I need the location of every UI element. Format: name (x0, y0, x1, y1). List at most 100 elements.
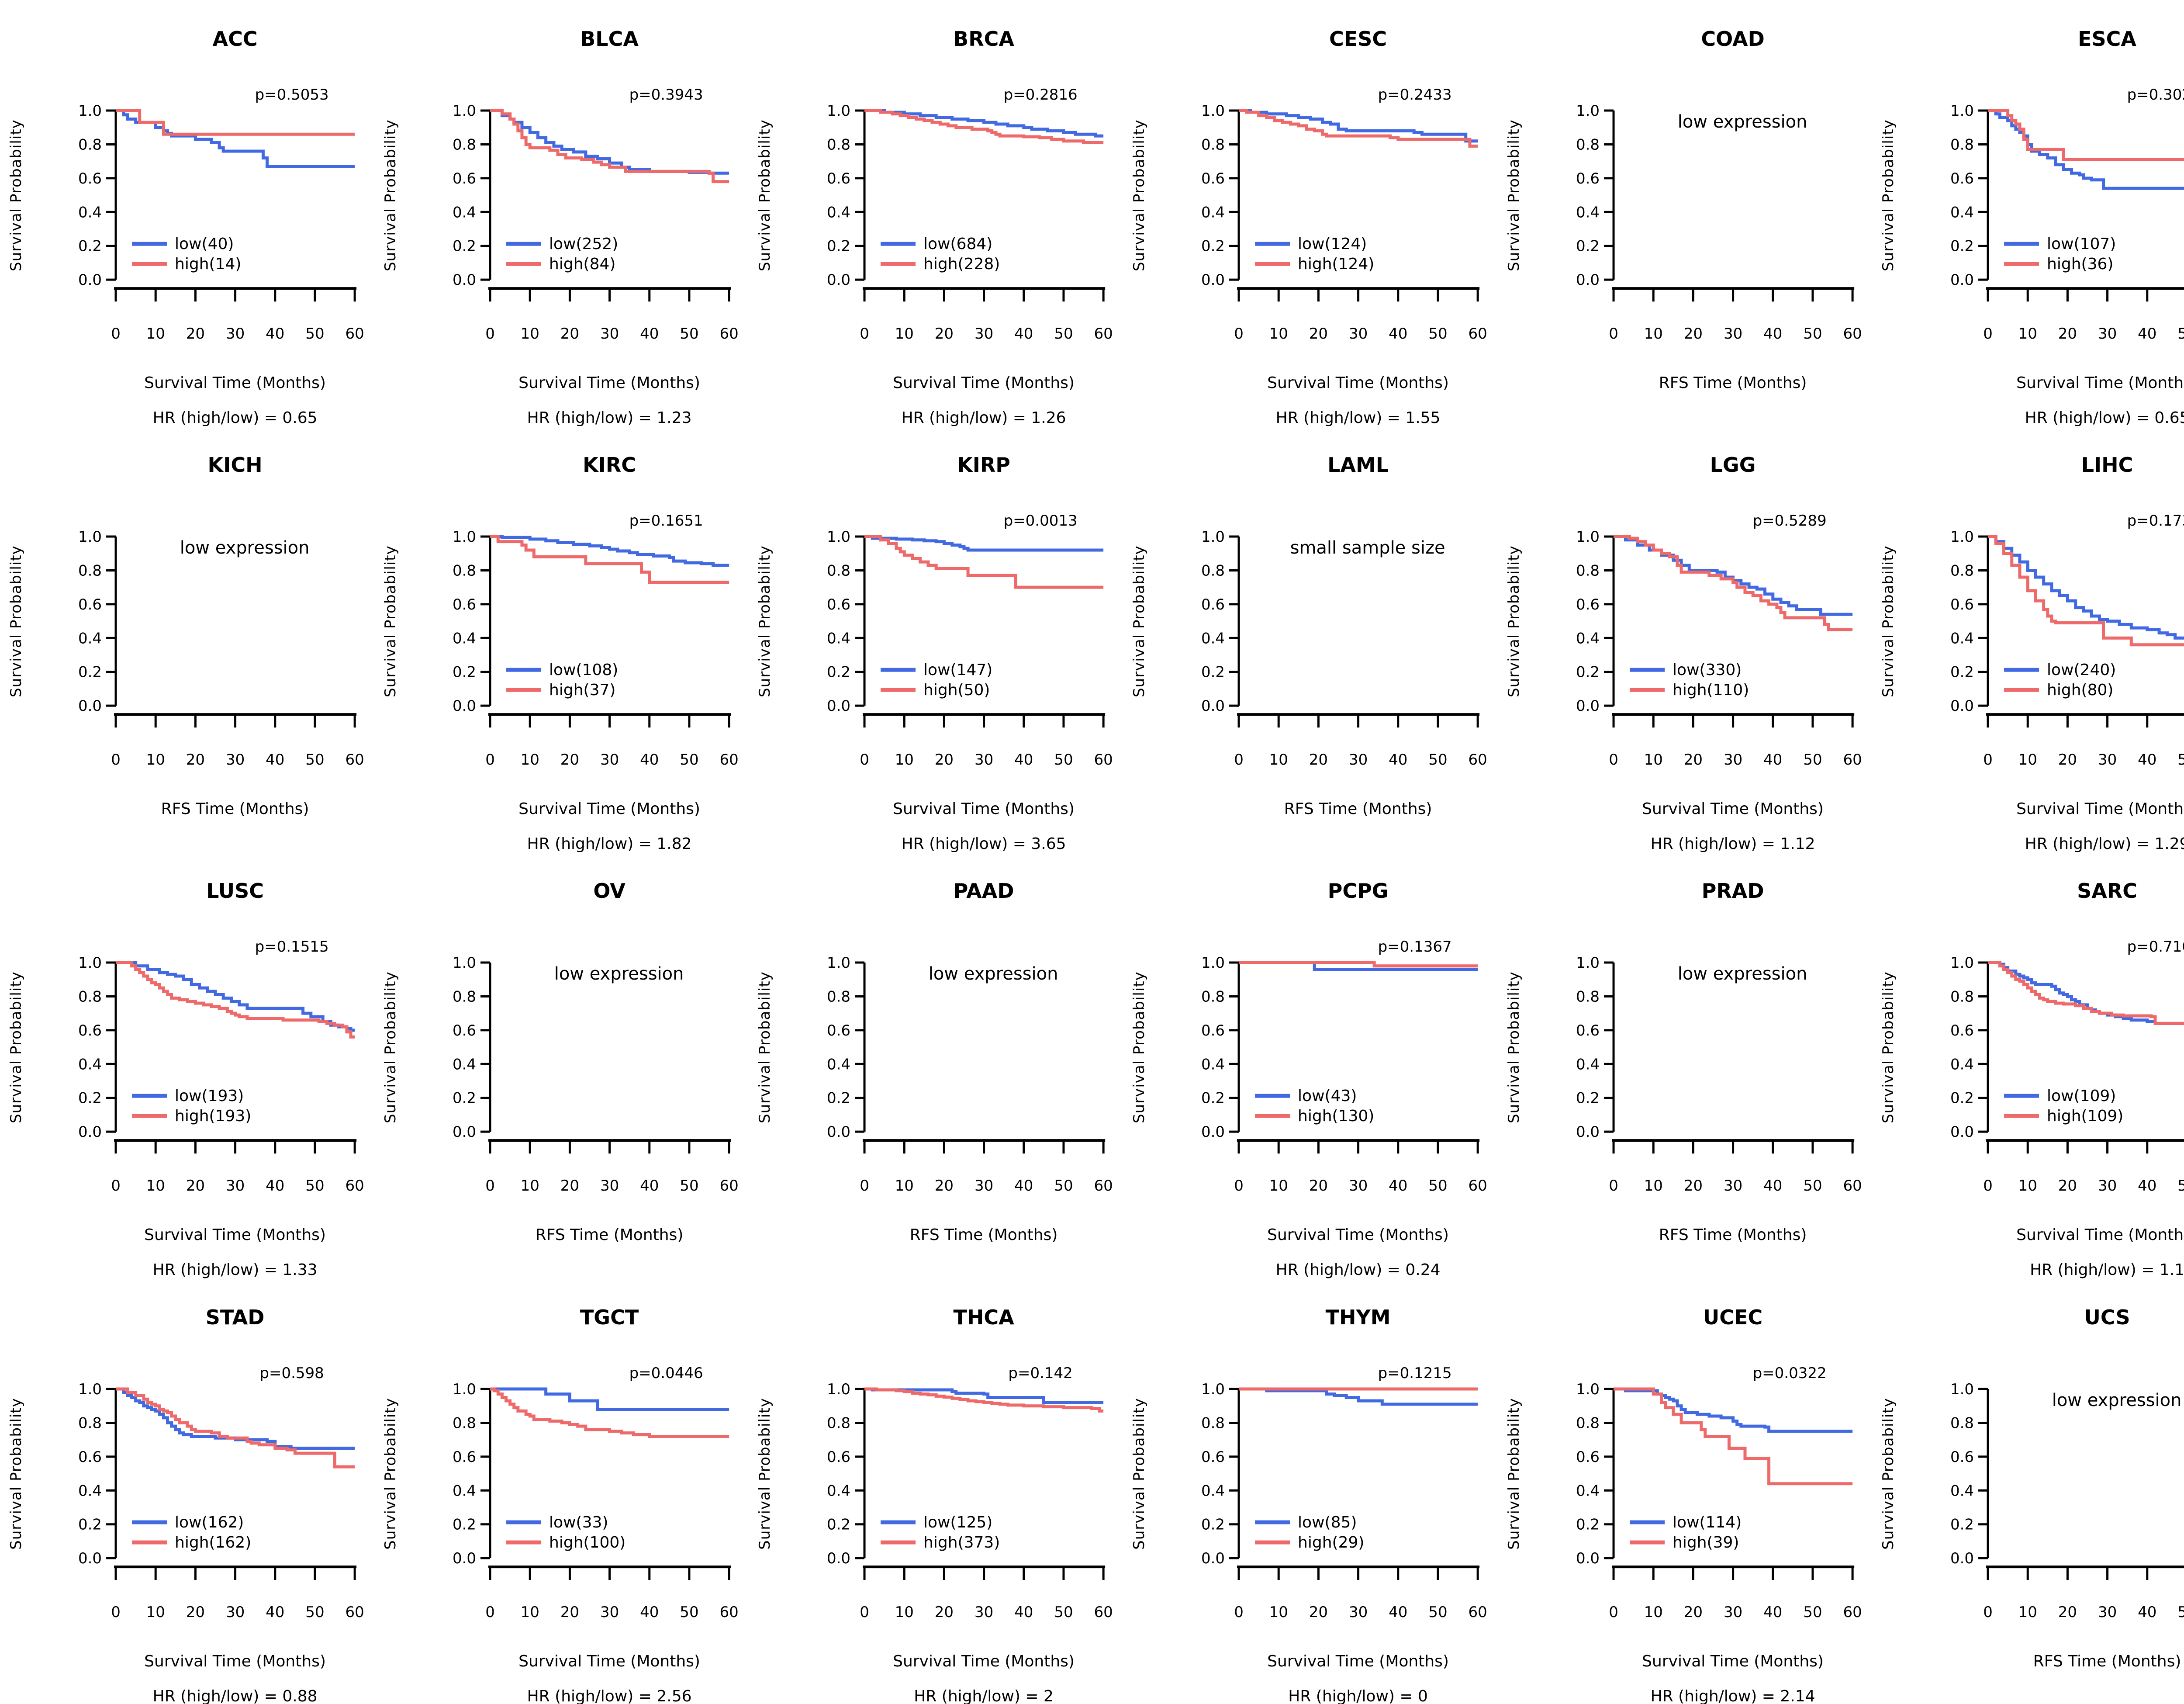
y-tick-label: 0.8 (827, 988, 850, 1006)
p-value-label: p=0.598 (259, 1365, 324, 1382)
legend-low-label: low(193) (175, 1087, 244, 1105)
km-plot-pcpg: PCPG 0.0 0.2 0.4 0.6 0.8 1.0 Survival Probabili… (1130, 879, 1487, 1278)
y-tick-label: 0.4 (827, 204, 850, 221)
y-tick-label: 0.0 (453, 697, 476, 715)
y-tick-label: 0.4 (78, 1482, 102, 1500)
y-tick-label: 0.8 (1950, 988, 1974, 1006)
km-curve-low (1239, 1387, 1478, 1406)
x-axis-title: Survival Time (Months) (1268, 374, 1449, 392)
km-plot-kirp: KIRP 0.0 0.2 0.4 0.6 0.8 1.0 Survival Probabili… (756, 453, 1113, 852)
y-tick-label: 0.4 (1201, 204, 1225, 221)
km-curve-low (116, 109, 355, 168)
x-tick-label: 50 (1054, 751, 1073, 769)
y-axis-title: Survival Probability (1505, 545, 1523, 697)
km-curve-high (490, 109, 729, 184)
y-tick-label: 0.0 (453, 1123, 476, 1141)
empty-panel-note: low expression (554, 964, 684, 984)
p-value-label: p=0.7106 (2127, 938, 2184, 956)
hr-label: HR (high/low) = 2 (914, 1687, 1054, 1704)
panel-title: STAD (206, 1306, 265, 1329)
x-axis-title: Survival Time (Months) (518, 1652, 700, 1670)
km-curve-high (116, 1387, 355, 1468)
km-curve-high (1987, 535, 2184, 647)
legend-low-label: low(330) (1673, 661, 1742, 679)
legend-low-label: low(107) (2047, 235, 2116, 253)
x-tick-label: 50 (680, 325, 698, 343)
x-tick-label: 10 (521, 751, 539, 769)
x-tick-label: 50 (1054, 325, 1073, 343)
km-plot-kirc: KIRC 0.0 0.2 0.4 0.6 0.8 1.0 Survival Probabili… (382, 453, 739, 852)
y-tick-label: 0.4 (1576, 1056, 1600, 1074)
x-tick-label: 20 (560, 325, 579, 343)
y-tick-label: 0.6 (1576, 596, 1600, 613)
km-plot-blca: BLCA 0.0 0.2 0.4 0.6 0.8 1.0 Survival Probabili… (382, 27, 739, 426)
legend-high-label: high(84) (549, 255, 615, 273)
km-panel-sarc: SARC 0.0 0.2 0.4 0.6 0.8 1.0 Survival Probabili… (1872, 852, 2184, 1278)
km-plot-lgg: LGG 0.0 0.2 0.4 0.6 0.8 1.0 Survival Probabilit… (1505, 453, 1862, 852)
y-tick-label: 0.6 (1201, 1022, 1225, 1039)
x-axis-title: Survival Time (Months) (144, 1652, 326, 1670)
km-panel-ov: OV 0.0 0.2 0.4 0.6 0.8 1.0 Survival Probability… (374, 852, 749, 1278)
km-panel-tgct: TGCT 0.0 0.2 0.4 0.6 0.8 1.0 Survival Probabili… (374, 1278, 749, 1704)
y-tick-label: 0.6 (78, 1448, 102, 1465)
km-curve-high (1987, 109, 2184, 161)
x-axis-title: RFS Time (Months) (161, 800, 309, 818)
x-axis-title: Survival Time (Months) (893, 1652, 1075, 1670)
x-tick-label: 30 (226, 1604, 245, 1621)
y-tick-label: 0.8 (1576, 988, 1600, 1006)
km-plot-coad: COAD 0.0 0.2 0.4 0.6 0.8 1.0 Survival Probabili… (1505, 27, 1862, 392)
y-tick-label: 0.0 (827, 1550, 850, 1567)
panel-title: UCS (2084, 1306, 2130, 1329)
y-tick-label: 0.0 (78, 697, 102, 715)
legend-high-label: high(373) (923, 1534, 1000, 1552)
panel-title: LGG (1710, 453, 1755, 477)
x-tick-label: 60 (346, 325, 364, 343)
y-tick-label: 0.8 (1950, 562, 1974, 580)
x-tick-label: 40 (640, 325, 659, 343)
y-tick-label: 1.0 (1576, 102, 1600, 120)
y-tick-label: 0.8 (453, 988, 476, 1006)
legend-high-label: high(228) (923, 255, 1000, 273)
panel-title: ESCA (2078, 27, 2136, 51)
y-tick-label: 0.4 (1576, 630, 1600, 647)
empty-panel-note: small sample size (1290, 538, 1445, 558)
x-tick-label: 0 (860, 325, 870, 343)
x-tick-label: 40 (1014, 751, 1033, 769)
hr-label: HR (high/low) = 1.55 (1276, 409, 1441, 426)
y-tick-label: 0.2 (1950, 1516, 1974, 1533)
legend-high-label: high(110) (1673, 681, 1749, 699)
x-tick-label: 30 (2098, 1604, 2117, 1621)
legend-high-label: high(29) (1298, 1534, 1364, 1552)
x-tick-label: 0 (485, 1177, 495, 1195)
y-axis-title: Survival Probability (756, 119, 774, 271)
panel-title: PCPG (1328, 879, 1389, 903)
x-tick-label: 40 (1763, 1177, 1782, 1195)
km-plot-cesc: CESC 0.0 0.2 0.4 0.6 0.8 1.0 Survival Probabili… (1130, 27, 1487, 426)
x-tick-label: 40 (1014, 1604, 1033, 1621)
panel-title: TGCT (580, 1306, 639, 1329)
y-tick-label: 0.2 (1950, 238, 1974, 255)
x-axis-title: Survival Time (Months) (1268, 1226, 1449, 1244)
x-tick-label: 10 (1644, 1604, 1662, 1621)
km-panel-stad: STAD 0.0 0.2 0.4 0.6 0.8 1.0 Survival Probabili… (0, 1278, 374, 1704)
y-tick-label: 1.0 (827, 528, 850, 546)
y-axis-title: Survival Probability (1880, 1398, 1897, 1550)
x-tick-label: 30 (2098, 325, 2117, 343)
x-tick-label: 30 (1349, 1604, 1368, 1621)
panel-title: BRCA (953, 27, 1014, 51)
km-plot-brca: BRCA 0.0 0.2 0.4 0.6 0.8 1.0 Survival Probabili… (756, 27, 1113, 426)
x-tick-label: 30 (600, 1177, 619, 1195)
km-panel-thca: THCA 0.0 0.2 0.4 0.6 0.8 1.0 Survival Probabili… (749, 1278, 1123, 1704)
x-tick-label: 10 (895, 325, 914, 343)
x-tick-label: 50 (1054, 1604, 1073, 1621)
x-tick-label: 40 (640, 1177, 659, 1195)
x-tick-label: 60 (1469, 1177, 1487, 1195)
x-tick-label: 20 (186, 1604, 205, 1621)
x-tick-label: 0 (860, 1177, 870, 1195)
y-tick-label: 0.8 (827, 1414, 850, 1432)
y-tick-label: 0.0 (78, 271, 102, 289)
hr-label: HR (high/low) = 1.26 (902, 409, 1066, 426)
y-tick-label: 0.6 (453, 170, 476, 187)
p-value-label: p=0.1215 (1378, 1365, 1452, 1382)
y-tick-label: 0.6 (1576, 170, 1600, 187)
